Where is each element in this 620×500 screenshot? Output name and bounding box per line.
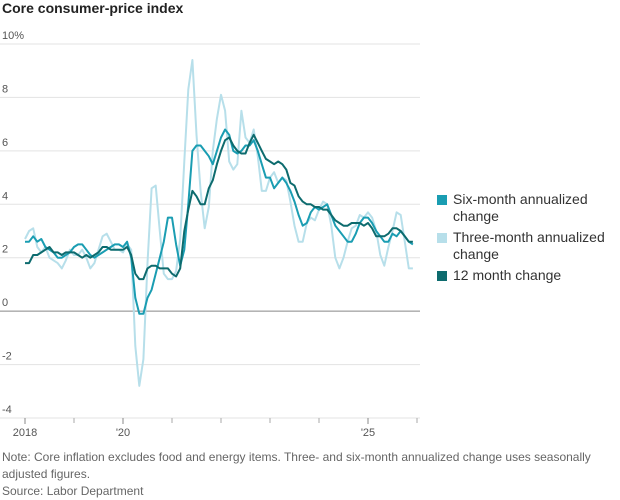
- y-tick-label: -4: [2, 404, 12, 416]
- footer: Note: Core inflation excludes food and e…: [2, 449, 612, 500]
- y-tick-label: 0: [2, 297, 8, 309]
- y-tick-label: -2: [2, 351, 12, 363]
- legend-label: Six-month annualized change: [453, 191, 588, 224]
- note: Note: Core inflation excludes food and e…: [2, 450, 591, 481]
- x-tick-label: 2018: [13, 427, 37, 439]
- y-tick-label: 8: [2, 83, 8, 95]
- legend-item: Six-month annualized change: [437, 191, 617, 225]
- legend: Six-month annualized change Three-month a…: [437, 191, 617, 288]
- source: Source: Labor Department: [2, 484, 144, 498]
- legend-label: Three-month annualized change: [453, 229, 605, 262]
- y-tick-label: 2: [2, 244, 8, 256]
- legend-label: 12 month change: [453, 267, 562, 283]
- y-tick-label: 6: [2, 137, 8, 149]
- series-line: [25, 133, 413, 281]
- chart-title: Core consumer-price index: [2, 0, 183, 16]
- series-line: [24, 59, 413, 387]
- legend-item: Three-month annualized change: [437, 229, 617, 263]
- x-tick-label: '25: [361, 427, 375, 439]
- y-tick-label: 4: [2, 190, 8, 202]
- legend-swatch: [437, 195, 447, 205]
- series-line: [25, 128, 414, 315]
- legend-item: 12 month change: [437, 267, 617, 284]
- legend-swatch: [437, 233, 447, 243]
- y-tick-label: 10%: [2, 30, 24, 42]
- x-tick-label: '20: [116, 427, 130, 439]
- chart: Core consumer-price index -4 -2 0 2 4 6 8 10% 20…: [0, 0, 420, 439]
- legend-swatch: [437, 271, 447, 281]
